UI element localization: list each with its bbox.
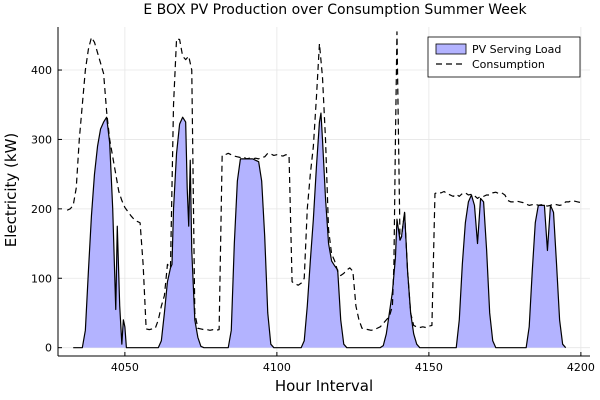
x-tick-label: 4100: [263, 361, 291, 374]
pv-serving-load-area: [73, 113, 566, 348]
y-tick-label: 300: [31, 133, 52, 146]
consumption-line: [66, 31, 582, 331]
plot-area: [66, 31, 582, 349]
tick-labels: 4050 4100 4150 4200 0 100 200 300 400: [31, 64, 595, 374]
x-tick-label: 4200: [567, 361, 595, 374]
y-tick-label: 100: [31, 272, 52, 285]
legend-label: Consumption: [472, 58, 545, 71]
legend-swatch-pv: [435, 43, 467, 55]
chart-title: E BOX PV Production over Consumption Sum…: [143, 2, 527, 18]
legend: PV Serving Load Consumption: [427, 36, 581, 78]
x-tick-label: 4150: [415, 361, 443, 374]
legend-label: PV Serving Load: [472, 43, 561, 56]
y-tick-label: 0: [45, 342, 52, 355]
x-tick-label: 4050: [111, 361, 139, 374]
pv-serving-load-line: [73, 112, 567, 349]
axes: [57, 27, 590, 357]
x-axis-title: Hour Interval: [275, 377, 373, 395]
legend-box: [427, 36, 581, 78]
y-tick-label: 200: [31, 203, 52, 216]
y-tick-label: 400: [31, 64, 52, 77]
y-axis-title: Electricity (kW): [2, 133, 20, 248]
